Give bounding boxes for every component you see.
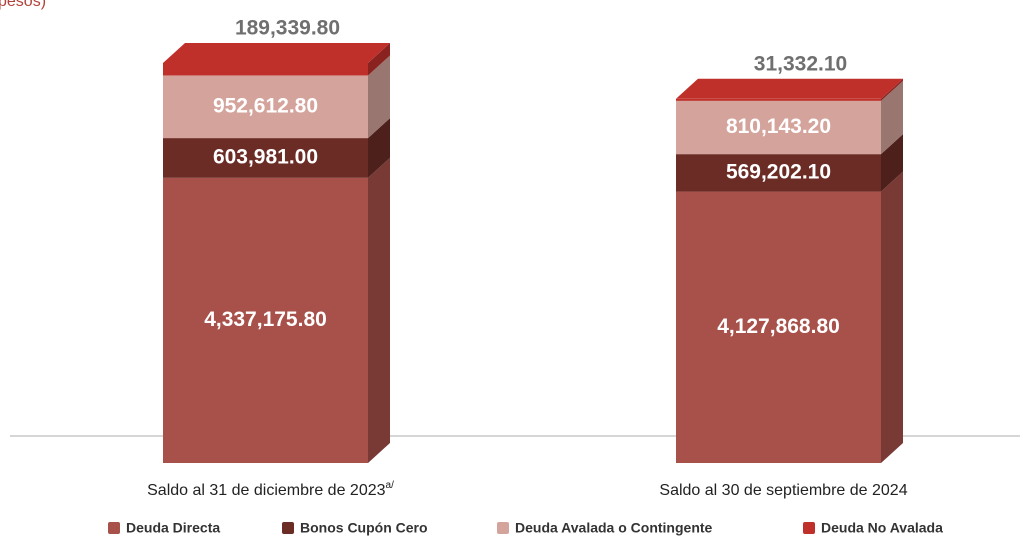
bar-top [163,43,390,63]
footnote-mark: a/ [386,480,395,491]
x-tick-label: Saldo al 30 de septiembre de 2024 [659,482,907,499]
legend-label: Deuda Avalada o Contingente [515,520,713,536]
bar-side [368,43,390,76]
bar-side [881,171,903,464]
legend-swatch [497,522,509,534]
value-label: 952,612.80 [213,94,318,117]
legend-swatch [803,522,815,534]
bar [676,98,881,101]
bar-top [676,78,903,99]
bar [163,75,368,139]
bar-side [881,134,903,192]
value-label: 4,127,868.80 [717,315,840,338]
value-label: 31,332.10 [754,52,847,75]
bar [163,138,368,178]
bar [163,177,368,463]
value-label: 4,337,175.80 [204,308,327,331]
bar-side [368,55,390,139]
bar-side [368,118,390,178]
legend-swatch [108,522,120,534]
bar-side [881,78,903,101]
category: Saldo al 30 de septiembre de 2024 [659,482,907,499]
legend-label: Bonos Cupón Cero [300,520,428,536]
bar [676,100,881,155]
legend-swatch [282,522,294,534]
value-label: 569,202.10 [726,160,831,183]
value-label: 603,981.00 [213,145,318,168]
bar [676,191,881,464]
bar-side [368,157,390,463]
bar-side [881,80,903,155]
category: Saldo al 31 de diciembre de 2023 [147,482,385,499]
legend-label: Deuda No Avalada [821,520,943,536]
x-tick-label: Saldo al 31 de diciembre de 2023a/ [147,480,394,500]
bar [163,63,368,76]
value-label: 810,143.20 [726,115,831,138]
legend-label: Deuda Directa [126,520,220,536]
subtitle: pesos) [0,0,46,10]
value-label: 189,339.80 [235,17,340,40]
bar [676,154,881,192]
